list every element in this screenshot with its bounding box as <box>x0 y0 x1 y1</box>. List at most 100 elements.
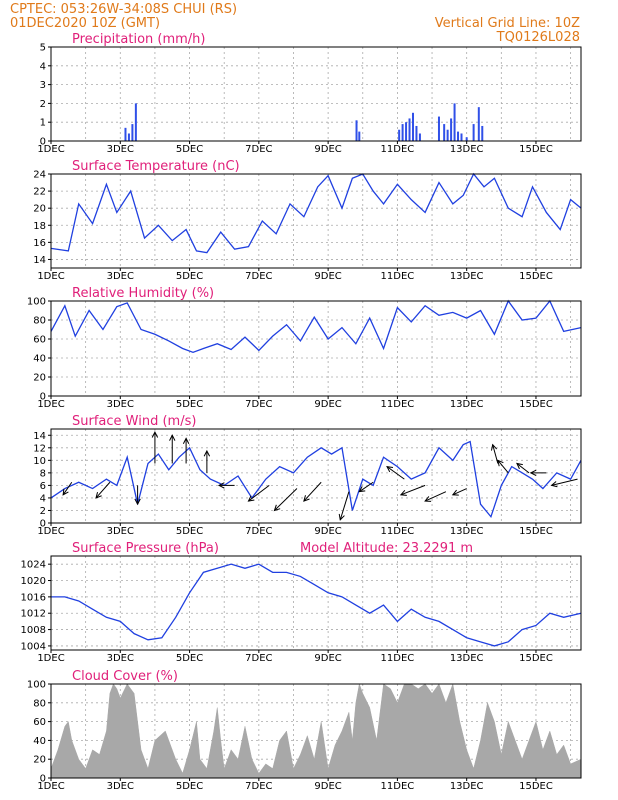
press-ytick-label: 1012 <box>21 609 46 620</box>
press-ytick-label: 1008 <box>21 625 46 636</box>
rh-line <box>50 299 582 353</box>
precip-xtick-label: 7DEC <box>245 144 272 155</box>
rh-ytick-label: 100 <box>27 297 46 308</box>
temp-xtick-label: 5DEC <box>176 271 203 282</box>
cloud-xtick-label: 11DEC <box>381 781 415 792</box>
wind-ytick-label: 14 <box>33 431 46 442</box>
precip-ytick-label: 5 <box>40 43 46 54</box>
press-frame <box>50 555 582 651</box>
precip-bar <box>358 131 361 141</box>
precip-bar <box>411 112 414 141</box>
precip-bar <box>355 120 358 141</box>
press-ytick-label: 1020 <box>21 576 46 587</box>
press-panel: Surface Pressure (hPa) Model Altitude: 23… <box>21 541 582 664</box>
rh-ytick-label: 80 <box>33 316 46 327</box>
wind-vector-head <box>303 495 310 502</box>
wind-vector-head <box>550 481 558 488</box>
wind-vector <box>95 481 111 499</box>
cloud-xtick-label: 13DEC <box>450 781 484 792</box>
vertical-grid-line-label: Vertical Grid Line: 10Z <box>435 16 580 31</box>
wind-vector <box>492 444 499 464</box>
wind-xtick-label: 15DEC <box>519 526 553 537</box>
wind-ytick-label: 6 <box>40 481 46 492</box>
cloud-xtick-label: 7DEC <box>245 781 272 792</box>
temp-line <box>50 172 582 254</box>
precip-bar <box>124 127 127 141</box>
wind-vector <box>386 466 405 480</box>
wind-xtick-label: 3DEC <box>107 526 134 537</box>
temp-ytick-label: 24 <box>33 170 46 181</box>
rh-ytick-label: 0 <box>40 392 46 403</box>
cloud-title: Cloud Cover (%) <box>72 669 178 684</box>
precip-frame <box>50 46 582 142</box>
temp-panel: Surface Temperature (nC) 14 16 18 20 22 24 1DEC… <box>33 159 582 282</box>
wind-vector-head <box>182 437 190 444</box>
precip-xtick-label: 9DEC <box>314 144 341 155</box>
precip-bar <box>472 124 475 141</box>
temp-xtick-label: 7DEC <box>245 271 272 282</box>
precip-bar <box>481 125 484 141</box>
temp-xtick-label: 1DEC <box>37 271 64 282</box>
wind-vector <box>424 491 447 502</box>
press-ytick-label: 1024 <box>21 560 46 571</box>
cloud-ytick-label: 80 <box>33 698 46 709</box>
precip-ytick-label: 1 <box>40 118 46 129</box>
precip-xtick-label: 5DEC <box>176 144 203 155</box>
precip-bar <box>418 133 421 141</box>
rh-ytick-label: 40 <box>33 354 46 365</box>
wind-vector-head <box>386 465 394 473</box>
wind-vector-head <box>451 489 459 496</box>
wind-vector-head <box>516 462 523 470</box>
wind-xtick-label: 1DEC <box>37 526 64 537</box>
cloud-frame <box>50 683 582 779</box>
press-altitude-label: Model Altitude: 23.2291 m <box>300 541 473 556</box>
rh-ytick-label: 60 <box>33 335 46 346</box>
wind-vector <box>303 481 322 502</box>
precip-bar <box>446 129 449 141</box>
precip-bar <box>398 129 401 141</box>
press-xtick-label: 5DEC <box>176 653 203 664</box>
precip-bar <box>460 133 463 141</box>
precip-panel: Precipitation (mm/h) 0 1 2 3 4 5 1DEC 3DEC 5DEC 7D… <box>37 32 582 155</box>
cloud-xtick-label: 3DEC <box>107 781 134 792</box>
temp-frame <box>50 173 582 269</box>
wind-xtick-label: 7DEC <box>245 526 272 537</box>
precip-xtick-label: 11DEC <box>381 144 415 155</box>
wind-ytick-label: 4 <box>40 493 46 504</box>
temp-ytick-label: 22 <box>33 187 46 198</box>
cloud-ytick-label: 40 <box>33 736 46 747</box>
precip-xtick-label: 15DEC <box>519 144 553 155</box>
wind-xtick-label: 11DEC <box>381 526 415 537</box>
wind-vector-head <box>399 489 407 496</box>
wind-vector <box>339 491 350 521</box>
rh-xtick-label: 5DEC <box>176 399 203 410</box>
temp-xtick-label: 11DEC <box>381 271 415 282</box>
wind-vector-head <box>424 496 432 502</box>
rh-xtick-label: 3DEC <box>107 399 134 410</box>
wind-vector-head <box>62 488 69 496</box>
precip-bar <box>450 118 453 141</box>
station-header: CPTEC: 053:26W-34:08S CHUI (RS) <box>10 2 237 17</box>
wind-vector-head <box>338 513 345 521</box>
cloud-xtick-label: 15DEC <box>519 781 553 792</box>
cloud-xtick-label: 1DEC <box>37 781 64 792</box>
precip-bar <box>477 107 480 141</box>
temp-xtick-label: 9DEC <box>314 271 341 282</box>
cloud-area <box>50 683 582 779</box>
rh-xtick-label: 9DEC <box>314 399 341 410</box>
rh-ytick-label: 20 <box>33 373 46 384</box>
wind-vector <box>274 488 298 511</box>
press-ytick-label: 1004 <box>21 641 46 652</box>
precip-xtick-label: 1DEC <box>37 144 64 155</box>
cloud-ytick-label: 100 <box>27 680 46 691</box>
precip-bar <box>437 116 440 141</box>
press-xtick-label: 13DEC <box>450 653 484 664</box>
model-id-label: TQ0126L028 <box>496 30 580 45</box>
run-time-header: 01DEC2020 10Z (GMT) <box>10 16 160 31</box>
temp-xtick-label: 13DEC <box>450 271 484 282</box>
rh-xtick-label: 1DEC <box>37 399 64 410</box>
wind-vector <box>516 463 530 474</box>
